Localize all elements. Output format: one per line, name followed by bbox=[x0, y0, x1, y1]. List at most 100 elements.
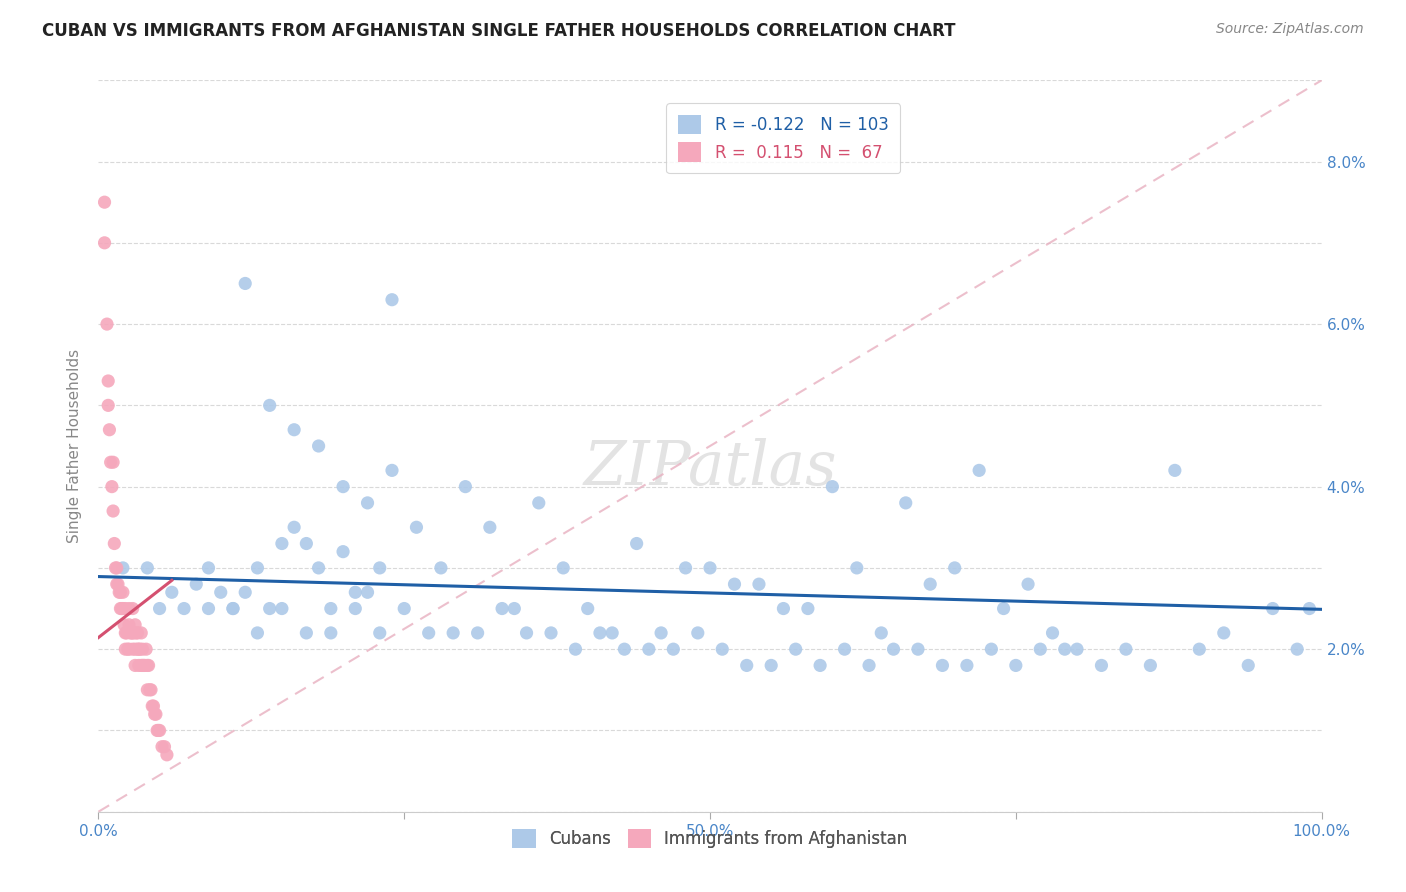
Point bbox=[148, 723, 170, 738]
Point bbox=[270, 601, 294, 615]
Point bbox=[114, 601, 136, 615]
Point bbox=[332, 544, 354, 558]
Point bbox=[515, 626, 537, 640]
Point bbox=[1139, 658, 1161, 673]
Point bbox=[93, 235, 115, 250]
Point bbox=[125, 626, 148, 640]
Point bbox=[186, 577, 208, 591]
Point bbox=[132, 658, 155, 673]
Point bbox=[553, 561, 575, 575]
Point bbox=[675, 561, 697, 575]
Point bbox=[112, 617, 135, 632]
Point bbox=[117, 642, 139, 657]
Point bbox=[197, 561, 219, 575]
Point bbox=[101, 455, 124, 469]
Point bbox=[173, 601, 195, 615]
Point bbox=[143, 707, 166, 722]
Point bbox=[153, 739, 176, 754]
Point bbox=[454, 480, 477, 494]
Point bbox=[129, 658, 152, 673]
Point bbox=[233, 585, 256, 599]
Point bbox=[111, 601, 134, 615]
Point bbox=[650, 626, 672, 640]
Point bbox=[96, 317, 118, 331]
Point bbox=[1286, 642, 1309, 657]
Point bbox=[104, 561, 127, 575]
Point bbox=[120, 626, 142, 640]
Point bbox=[222, 601, 245, 615]
Point bbox=[589, 626, 612, 640]
Point bbox=[576, 601, 599, 615]
Point bbox=[101, 504, 124, 518]
Point bbox=[356, 585, 378, 599]
Point bbox=[1164, 463, 1187, 477]
Point bbox=[368, 561, 391, 575]
Point bbox=[1029, 642, 1052, 657]
Point bbox=[1298, 601, 1320, 615]
Point bbox=[920, 577, 942, 591]
Point bbox=[283, 520, 305, 534]
Point bbox=[870, 626, 893, 640]
Point bbox=[356, 496, 378, 510]
Point bbox=[128, 658, 150, 673]
Point bbox=[308, 439, 330, 453]
Point bbox=[821, 480, 844, 494]
Point bbox=[1042, 626, 1064, 640]
Point bbox=[858, 658, 880, 673]
Point bbox=[129, 642, 152, 657]
Point bbox=[150, 739, 173, 754]
Point bbox=[111, 585, 134, 599]
Point bbox=[120, 626, 142, 640]
Point bbox=[467, 626, 489, 640]
Point bbox=[118, 642, 141, 657]
Point bbox=[93, 195, 115, 210]
Point bbox=[381, 463, 404, 477]
Point bbox=[637, 642, 661, 657]
Point bbox=[931, 658, 953, 673]
Text: ZIPatlas: ZIPatlas bbox=[583, 438, 837, 498]
Point bbox=[139, 682, 162, 697]
Point bbox=[118, 601, 141, 615]
Point bbox=[142, 699, 165, 714]
Point bbox=[97, 398, 120, 412]
Point bbox=[894, 496, 917, 510]
Point bbox=[381, 293, 404, 307]
Point bbox=[209, 585, 232, 599]
Point bbox=[686, 626, 709, 640]
Point bbox=[97, 374, 120, 388]
Point bbox=[160, 585, 183, 599]
Point bbox=[101, 480, 124, 494]
Point bbox=[110, 601, 132, 615]
Point bbox=[295, 536, 318, 550]
Point bbox=[127, 642, 149, 657]
Point bbox=[319, 626, 342, 640]
Point bbox=[993, 601, 1015, 615]
Point bbox=[259, 601, 281, 615]
Point bbox=[114, 642, 136, 657]
Point bbox=[527, 496, 550, 510]
Point bbox=[845, 561, 868, 575]
Point bbox=[124, 658, 146, 673]
Point bbox=[111, 601, 134, 615]
Point bbox=[233, 277, 256, 291]
Point bbox=[430, 561, 453, 575]
Point bbox=[1237, 658, 1260, 673]
Point bbox=[1004, 658, 1026, 673]
Point bbox=[491, 601, 513, 615]
Point bbox=[145, 707, 167, 722]
Point bbox=[980, 642, 1002, 657]
Point bbox=[368, 626, 391, 640]
Point bbox=[131, 658, 153, 673]
Text: Source: ZipAtlas.com: Source: ZipAtlas.com bbox=[1216, 22, 1364, 37]
Point bbox=[956, 658, 979, 673]
Point bbox=[967, 463, 990, 477]
Point bbox=[124, 617, 146, 632]
Point bbox=[246, 626, 269, 640]
Point bbox=[662, 642, 685, 657]
Point bbox=[626, 536, 648, 550]
Point bbox=[1053, 642, 1076, 657]
Point bbox=[107, 577, 129, 591]
Point bbox=[105, 561, 128, 575]
Point bbox=[222, 601, 245, 615]
Point bbox=[418, 626, 440, 640]
